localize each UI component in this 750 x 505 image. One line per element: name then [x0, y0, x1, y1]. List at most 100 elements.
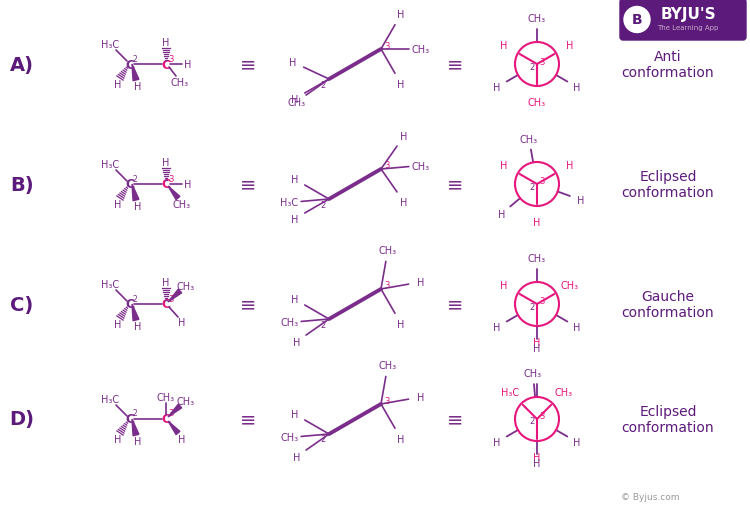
Text: H: H — [577, 195, 584, 206]
Text: C: C — [161, 413, 170, 426]
Text: H: H — [573, 322, 580, 332]
Text: H₃C: H₃C — [101, 160, 119, 170]
Text: H: H — [533, 337, 541, 347]
Text: CH₃: CH₃ — [412, 45, 430, 55]
Text: H: H — [114, 80, 122, 90]
Text: CH₃: CH₃ — [157, 392, 175, 402]
Text: 3: 3 — [384, 161, 390, 170]
Text: H: H — [291, 409, 298, 419]
Text: CH₃: CH₃ — [177, 281, 195, 291]
Text: H: H — [178, 317, 186, 327]
Text: H: H — [292, 452, 300, 462]
Text: H: H — [533, 218, 541, 228]
Text: H: H — [494, 83, 501, 93]
Text: Gauche
conformation: Gauche conformation — [622, 289, 714, 320]
Text: Anti
conformation: Anti conformation — [622, 50, 714, 80]
Text: H: H — [500, 41, 508, 51]
Text: H₃C: H₃C — [280, 198, 298, 208]
Text: CH₃: CH₃ — [171, 78, 189, 88]
Text: H: H — [533, 452, 541, 462]
Text: B): B) — [10, 175, 34, 194]
Text: H: H — [114, 434, 122, 444]
Text: H: H — [494, 322, 501, 332]
Text: CH₃: CH₃ — [528, 254, 546, 264]
Text: 2: 2 — [133, 409, 137, 418]
Text: H: H — [114, 319, 122, 329]
Polygon shape — [132, 65, 139, 82]
Text: CH₃: CH₃ — [379, 360, 397, 370]
Text: 3: 3 — [539, 412, 544, 421]
Text: H: H — [134, 201, 142, 212]
Text: CH₃: CH₃ — [177, 396, 195, 406]
Circle shape — [624, 8, 650, 33]
Text: 3: 3 — [539, 58, 544, 66]
Text: 3: 3 — [539, 177, 544, 186]
Text: H: H — [162, 277, 170, 287]
Text: C: C — [125, 59, 134, 71]
Text: H: H — [573, 437, 580, 447]
Text: H: H — [162, 38, 170, 48]
Text: H: H — [178, 434, 186, 444]
Text: CH₃: CH₃ — [412, 161, 430, 171]
Text: 2: 2 — [320, 80, 326, 89]
Text: CH₃: CH₃ — [555, 387, 573, 397]
Text: H: H — [498, 209, 506, 219]
Text: H: H — [400, 197, 407, 208]
Text: ≡: ≡ — [447, 295, 464, 314]
Text: ≡: ≡ — [447, 175, 464, 194]
Text: H: H — [292, 337, 300, 347]
Text: H: H — [291, 95, 298, 105]
Text: 2: 2 — [530, 417, 535, 426]
Text: ≡: ≡ — [240, 56, 256, 74]
Text: H: H — [417, 392, 424, 402]
Text: D): D) — [10, 410, 34, 429]
Text: H: H — [500, 280, 508, 290]
Text: H: H — [398, 434, 405, 444]
Text: 2: 2 — [530, 63, 535, 71]
Polygon shape — [132, 185, 139, 201]
Text: CH₃: CH₃ — [520, 134, 538, 144]
Text: 3: 3 — [168, 174, 174, 183]
Text: H: H — [114, 199, 122, 210]
Text: H: H — [289, 58, 296, 68]
Text: ≡: ≡ — [447, 410, 464, 429]
Text: The Learning App: The Learning App — [657, 25, 718, 31]
Text: 3: 3 — [168, 409, 174, 418]
Text: 3: 3 — [384, 281, 390, 290]
Text: H₃C: H₃C — [101, 40, 119, 50]
Text: 3: 3 — [168, 294, 174, 303]
Text: C: C — [161, 59, 170, 71]
Text: H: H — [134, 321, 142, 331]
Text: 2: 2 — [530, 182, 535, 191]
Text: H₃C: H₃C — [101, 394, 119, 404]
Text: C: C — [161, 178, 170, 191]
Text: 2: 2 — [133, 55, 137, 63]
Text: CH₃: CH₃ — [173, 199, 191, 210]
Text: H: H — [398, 319, 405, 329]
Text: BYJU'S: BYJU'S — [660, 7, 716, 22]
Text: B: B — [632, 13, 642, 26]
Text: CH₃: CH₃ — [561, 280, 579, 290]
Polygon shape — [132, 419, 139, 436]
Text: H: H — [291, 215, 298, 225]
Text: ≡: ≡ — [240, 295, 256, 314]
Text: H: H — [494, 437, 501, 447]
Text: ≡: ≡ — [240, 175, 256, 194]
Text: 3: 3 — [168, 55, 174, 63]
Text: H: H — [533, 343, 541, 354]
Text: 2: 2 — [320, 435, 326, 443]
Text: H: H — [184, 60, 192, 70]
Text: 3: 3 — [539, 297, 544, 306]
Text: CH₃: CH₃ — [287, 98, 305, 108]
Text: 2: 2 — [133, 294, 137, 303]
Text: H: H — [398, 79, 405, 89]
Text: 2: 2 — [133, 174, 137, 183]
Text: CH₃: CH₃ — [528, 14, 546, 24]
Polygon shape — [168, 405, 182, 417]
Text: CH₃: CH₃ — [524, 369, 542, 378]
Polygon shape — [168, 289, 182, 302]
Text: H: H — [400, 132, 407, 142]
Text: CH₃: CH₃ — [379, 245, 397, 255]
Text: 2: 2 — [320, 320, 326, 329]
Text: C: C — [125, 298, 134, 311]
